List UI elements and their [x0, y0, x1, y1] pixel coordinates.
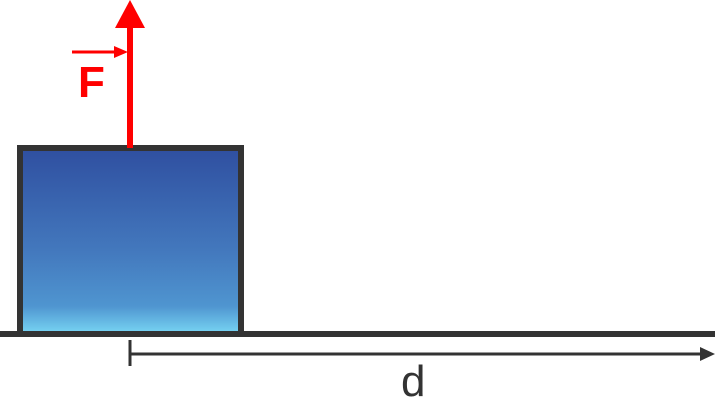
force-arrow: [115, 0, 145, 148]
displacement-label: d: [401, 357, 425, 400]
force-vector-overline: [72, 46, 128, 58]
block: [17, 145, 244, 337]
force-label: F: [78, 58, 105, 107]
displacement-arrow: [128, 340, 715, 366]
